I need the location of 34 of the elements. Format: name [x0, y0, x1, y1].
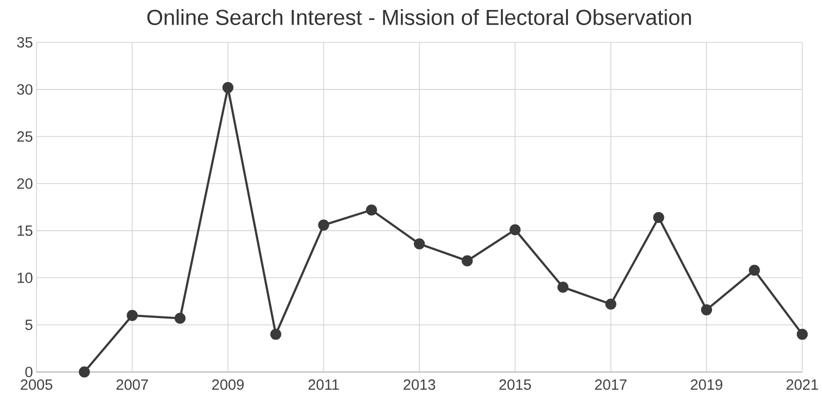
y-tick-label: 15 — [18, 226, 32, 236]
point — [557, 282, 568, 293]
x-tick-label: 2005 — [20, 380, 52, 390]
x-tick-label: 2007 — [116, 380, 148, 390]
point — [462, 255, 473, 267]
point — [414, 238, 425, 250]
point — [701, 304, 712, 316]
point — [653, 212, 664, 224]
point — [605, 298, 616, 310]
point — [796, 328, 808, 340]
point — [78, 366, 90, 378]
point — [318, 220, 330, 231]
y-tick-label: 0 — [25, 366, 32, 378]
x-tick-label: 2011 — [308, 380, 339, 390]
chart-title: Online Search Interest - Mission of Electoral Observation — [147, 9, 691, 26]
y-tick-label: 10 — [18, 272, 32, 284]
point — [222, 82, 234, 94]
x-tick-label: 2019 — [690, 380, 722, 390]
x-tick-label: 2021 — [786, 380, 818, 390]
y-tick-label: 20 — [17, 178, 32, 190]
point — [174, 312, 186, 324]
point — [748, 264, 760, 276]
y-tick-label: 30 — [17, 84, 32, 95]
x-tick-label: 2009 — [212, 380, 244, 390]
point — [126, 310, 138, 322]
y-tick-label: 25 — [17, 131, 32, 142]
point — [366, 204, 378, 216]
point — [510, 224, 521, 236]
y-tick-label: 35 — [17, 37, 32, 48]
y-tick-label: 5 — [25, 320, 32, 330]
point — [270, 328, 282, 340]
x-tick-label: 2013 — [404, 380, 436, 390]
x-tick-label: 2017 — [595, 380, 627, 390]
x-tick-label: 2015 — [499, 380, 531, 390]
